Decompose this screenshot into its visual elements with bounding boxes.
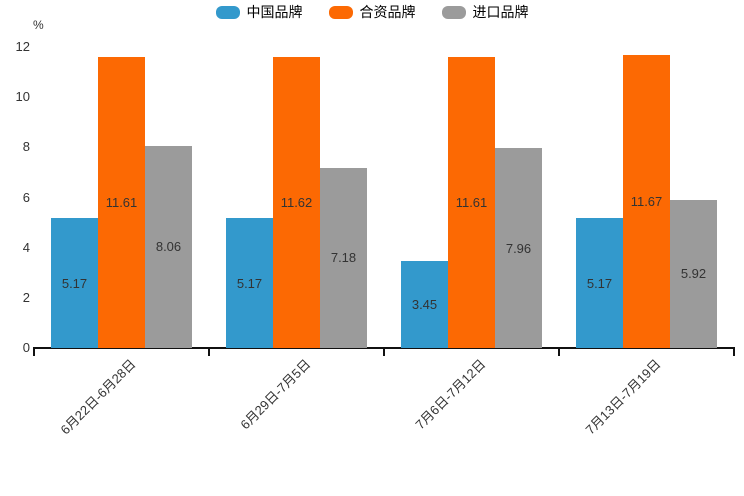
bar-value-label: 8.06 [155,239,182,255]
bar-value-label: 7.96 [505,240,532,256]
bar-value-label: 3.45 [411,297,438,313]
y-tick-label: 6 [22,189,30,205]
y-tick-label: 8 [22,139,30,155]
x-tick-label: 6月29日-7月5日 [237,356,314,433]
y-tick-label: 12 [15,39,30,54]
x-tick-mark [33,349,35,356]
y-tick-label: 10 [15,89,30,105]
bar-series2-group3: 5.92 [670,199,717,348]
x-axis-line [33,347,735,349]
x-tick-label: 7月6日-7月12日 [412,356,489,433]
bar-value-label: 5.17 [61,275,88,291]
bar-value-label: 7.18 [330,250,357,266]
x-tick-label: 6月22日-6月28日 [57,356,139,438]
bar-value-label: 11.61 [455,194,488,210]
chart-legend: 中国品牌 合资品牌 进口品牌 [0,5,744,19]
legend-label: 中国品牌 [246,4,303,20]
x-tick-mark [733,349,735,356]
bar-series2-group0: 8.06 [145,145,192,348]
legend-marker-icon [215,5,240,19]
bar-series1-group0: 11.61 [98,56,145,348]
y-axis-unit-label: % [33,18,44,32]
bar-series1-group2: 11.61 [448,56,495,348]
bar-series0-group3: 5.17 [576,218,623,348]
x-tick-label: 7月13日-7月19日 [582,356,664,438]
x-tick-mark [208,349,210,356]
bar-series1-group3: 11.67 [623,55,670,348]
y-tick-label: 2 [22,289,30,305]
legend-label: 合资品牌 [359,4,416,20]
x-tick-mark [383,349,385,356]
bar-series2-group1: 7.18 [320,167,367,348]
bar-value-label: 5.92 [680,266,707,282]
bar-value-label: 11.67 [630,194,663,210]
y-tick-label: 4 [22,239,30,255]
y-tick-label: 0 [22,340,30,355]
legend-item-1[interactable]: 合资品牌 [328,4,416,20]
bar-value-label: 11.62 [280,194,313,210]
bar-series2-group2: 7.96 [495,148,542,348]
legend-marker-icon [441,5,466,19]
legend-item-2[interactable]: 进口品牌 [441,4,529,20]
bar-series0-group2: 3.45 [401,261,448,348]
legend-label: 进口品牌 [472,4,529,20]
bar-value-label: 5.17 [586,275,613,291]
bar-series1-group1: 11.62 [273,56,320,348]
legend-item-0[interactable]: 中国品牌 [215,4,303,20]
legend-marker-icon [328,5,353,19]
bar-value-label: 5.17 [236,275,263,291]
bar-series0-group1: 5.17 [226,218,273,348]
x-tick-mark [558,349,560,356]
bar-value-label: 11.61 [105,194,138,210]
bar-series0-group0: 5.17 [51,218,98,348]
